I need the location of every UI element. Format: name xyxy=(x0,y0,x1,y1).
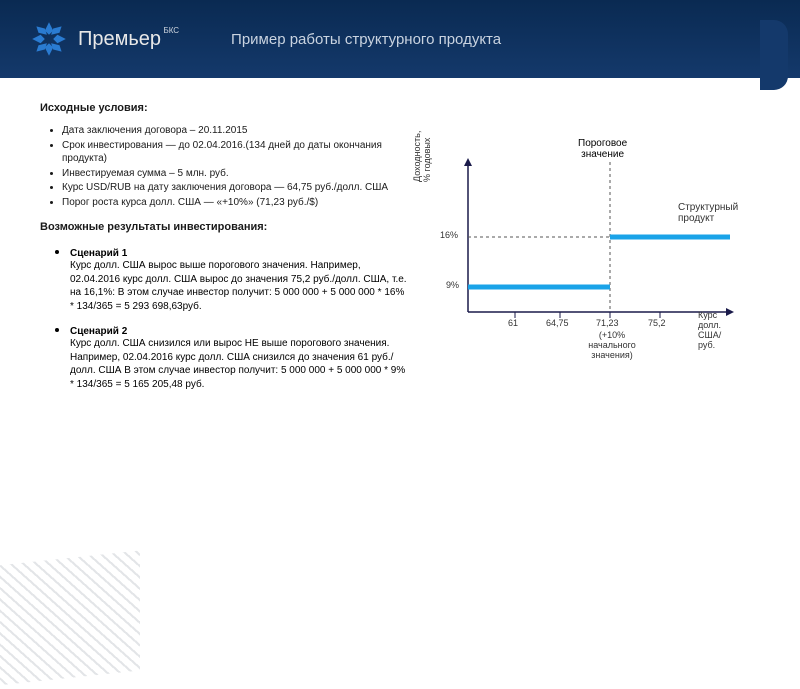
x-tick: 61 xyxy=(508,318,518,328)
chart-svg xyxy=(420,152,740,352)
x-tick: 71,23 xyxy=(596,318,619,328)
scenario-title: Сценарий 2 xyxy=(70,326,410,337)
decorative-hatch xyxy=(0,551,140,689)
y-axis-label: Доходность,% годовых xyxy=(412,131,432,182)
brand-name: Премьер БКС xyxy=(78,28,161,51)
header-accent xyxy=(760,20,788,90)
scenarios-list: Сценарий 1 Курс долл. США вырос выше пор… xyxy=(40,243,410,391)
scenario-item: Сценарий 2 Курс долл. США снизился или в… xyxy=(70,321,410,391)
legend-label: Структурныйпродукт xyxy=(678,202,738,224)
slide-title: Пример работы структурного продукта xyxy=(231,31,501,48)
brand-sup: БКС xyxy=(163,26,179,35)
scenario-item: Сценарий 1 Курс долл. США вырос выше пор… xyxy=(70,243,410,313)
y-tick: 9% xyxy=(446,280,459,290)
x-sub-label: (+10% начального значения) xyxy=(582,330,642,360)
list-item: Дата заключения договора – 20.11.2015 xyxy=(62,124,410,138)
x-axis-label: Курсдолл. США/руб. xyxy=(698,310,740,350)
scenario-body: Курс долл. США снизился или вырос НЕ выш… xyxy=(70,337,410,391)
y-tick: 16% xyxy=(440,230,458,240)
brand-logo: Премьер БКС xyxy=(28,18,161,60)
results-heading: Возможные результаты инвестирования: xyxy=(40,221,410,233)
list-item: Курс USD/RUB на дату заключения договора… xyxy=(62,181,410,195)
scenario-body: Курс долл. США вырос выше порогового зна… xyxy=(70,259,410,313)
x-tick: 64,75 xyxy=(546,318,569,328)
initial-heading: Исходные условия: xyxy=(40,102,410,114)
snowflake-icon xyxy=(28,18,70,60)
chart-column: Доходность,% годовых Пороговоезначение С… xyxy=(410,102,772,399)
scenario-title: Сценарий 1 xyxy=(70,248,410,259)
initial-list: Дата заключения договора – 20.11.2015 Ср… xyxy=(40,124,410,209)
list-item: Срок инвестирования — до 02.04.2016.(134… xyxy=(62,139,410,166)
list-item: Инвестируемая сумма – 5 млн. руб. xyxy=(62,167,410,181)
list-item: Порог роста курса долл. США — «+10%» (71… xyxy=(62,196,410,210)
slide-header: Премьер БКС Пример работы структурного п… xyxy=(0,0,800,78)
threshold-label: Пороговоезначение xyxy=(578,138,627,160)
x-tick: 75,2 xyxy=(648,318,666,328)
text-column: Исходные условия: Дата заключения догово… xyxy=(40,102,410,399)
payoff-chart: Доходность,% годовых Пороговоезначение С… xyxy=(420,152,740,352)
slide-body: Исходные условия: Дата заключения догово… xyxy=(0,78,800,399)
